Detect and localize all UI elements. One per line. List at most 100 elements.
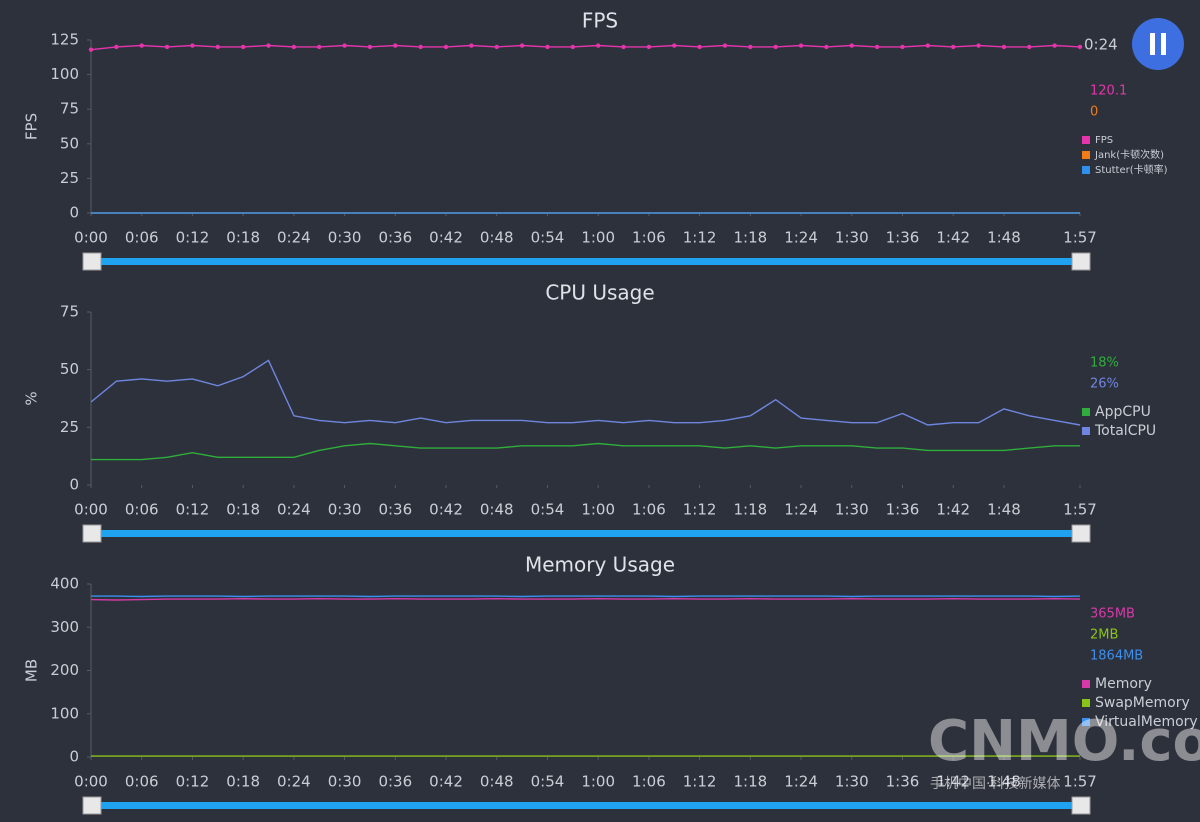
data-point — [748, 44, 753, 50]
legend-swatch — [1082, 680, 1090, 688]
x-tick-label: 0:30 — [328, 501, 362, 519]
current-value: 0 — [1090, 105, 1098, 120]
data-point — [697, 44, 702, 50]
x-tick-label: 0:30 — [328, 229, 362, 247]
data-point — [139, 43, 144, 48]
data-point — [1027, 44, 1032, 50]
x-tick-label: 0:48 — [480, 229, 514, 247]
legend-label: Memory — [1095, 676, 1152, 692]
slider-handle[interactable] — [1071, 524, 1091, 543]
data-point — [545, 44, 550, 50]
data-point — [317, 44, 322, 50]
x-tick-label: 1:06 — [632, 501, 666, 519]
x-tick-label: 1:48 — [987, 501, 1021, 519]
x-tick-label: 0:00 — [74, 773, 108, 791]
x-tick-label: 1:36 — [886, 229, 920, 247]
x-tick-label: 1:42 — [936, 229, 970, 247]
pause-circle[interactable] — [1132, 18, 1184, 70]
x-tick-label: 1:06 — [632, 773, 666, 791]
data-point — [595, 43, 601, 48]
data-point — [418, 44, 423, 50]
x-tick-label: 0:48 — [480, 773, 514, 791]
x-tick-label: 0:36 — [378, 229, 412, 247]
legend-swatch — [1082, 166, 1090, 174]
watermark-tagline: 手机中国·科技新媒体 — [930, 776, 1060, 792]
x-tick-label: 0:36 — [378, 501, 412, 519]
chart-title: FPS — [582, 9, 618, 33]
data-point — [798, 43, 804, 48]
slider-handle[interactable] — [82, 524, 102, 543]
data-point — [646, 44, 652, 50]
range-slider — [97, 530, 1074, 537]
x-tick-label: 0:06 — [125, 501, 159, 519]
x-tick-label: 0:24 — [277, 501, 311, 519]
data-point — [722, 43, 728, 48]
x-tick-label: 0:36 — [378, 773, 412, 791]
data-point — [190, 43, 195, 48]
data-point — [469, 43, 474, 48]
series-line — [91, 442, 1080, 461]
current-value: 18% — [1090, 356, 1119, 371]
y-tick-label: 50 — [60, 360, 79, 378]
x-tick-label: 1:12 — [683, 773, 717, 791]
x-tick-label: 1:18 — [733, 501, 767, 519]
current-value: 120.1 — [1090, 84, 1127, 99]
data-point — [824, 44, 829, 50]
y-axis-label: FPS — [23, 113, 41, 140]
y-tick-label: 75 — [60, 100, 79, 118]
chart-title: Memory Usage — [525, 553, 675, 577]
current-value: 1864MB — [1090, 649, 1143, 664]
pause-bar — [1150, 33, 1155, 55]
x-tick-label: 1:24 — [784, 501, 818, 519]
x-tick-label: 1:36 — [886, 773, 920, 791]
legend-swatch — [1082, 699, 1090, 707]
pause-bar — [1161, 33, 1166, 55]
data-point — [849, 43, 854, 48]
data-point — [900, 44, 905, 50]
data-point — [1052, 43, 1057, 48]
y-tick-label: 0 — [69, 748, 79, 766]
x-tick-label: 1:57 — [1063, 501, 1097, 519]
chart-title: CPU Usage — [545, 281, 654, 305]
y-tick-label: 50 — [60, 134, 79, 152]
data-point — [266, 43, 271, 48]
current-value: 365MB — [1090, 607, 1135, 622]
x-tick-label: 1:30 — [835, 229, 869, 247]
data-point — [443, 44, 449, 50]
y-tick-label: 25 — [60, 169, 79, 187]
slider-handle[interactable] — [82, 796, 102, 815]
pause-button[interactable] — [1132, 18, 1184, 70]
slider-handle[interactable] — [82, 252, 102, 271]
data-point — [1001, 44, 1007, 50]
data-point — [494, 44, 499, 50]
legend-swatch — [1082, 427, 1090, 435]
x-tick-label: 0:12 — [176, 773, 210, 791]
x-tick-label: 0:48 — [480, 501, 514, 519]
x-tick-label: 0:24 — [277, 773, 311, 791]
x-tick-label: 1:18 — [733, 229, 767, 247]
data-point — [874, 44, 880, 50]
y-tick-label: 75 — [60, 303, 79, 321]
x-tick-label: 0:06 — [125, 773, 159, 791]
data-point — [621, 44, 626, 50]
x-tick-label: 0:06 — [125, 229, 159, 247]
legend-label: TotalCPU — [1094, 423, 1156, 439]
x-tick-label: 1:30 — [835, 501, 869, 519]
y-tick-label: 400 — [50, 575, 79, 593]
x-tick-label: 1:18 — [733, 773, 767, 791]
data-point — [291, 44, 297, 50]
x-tick-label: 1:42 — [936, 773, 970, 791]
x-tick-label: 1:24 — [784, 773, 818, 791]
slider-handle[interactable] — [1071, 252, 1091, 271]
slider-handle[interactable] — [1071, 796, 1091, 815]
y-tick-label: 0 — [69, 476, 79, 494]
data-point — [976, 43, 981, 48]
data-point — [925, 43, 931, 48]
data-point — [88, 47, 94, 52]
y-tick-label: 100 — [50, 65, 79, 83]
series-line — [90, 597, 1081, 601]
data-point — [367, 44, 373, 50]
legend-label: VirtualMemory — [1095, 714, 1198, 730]
